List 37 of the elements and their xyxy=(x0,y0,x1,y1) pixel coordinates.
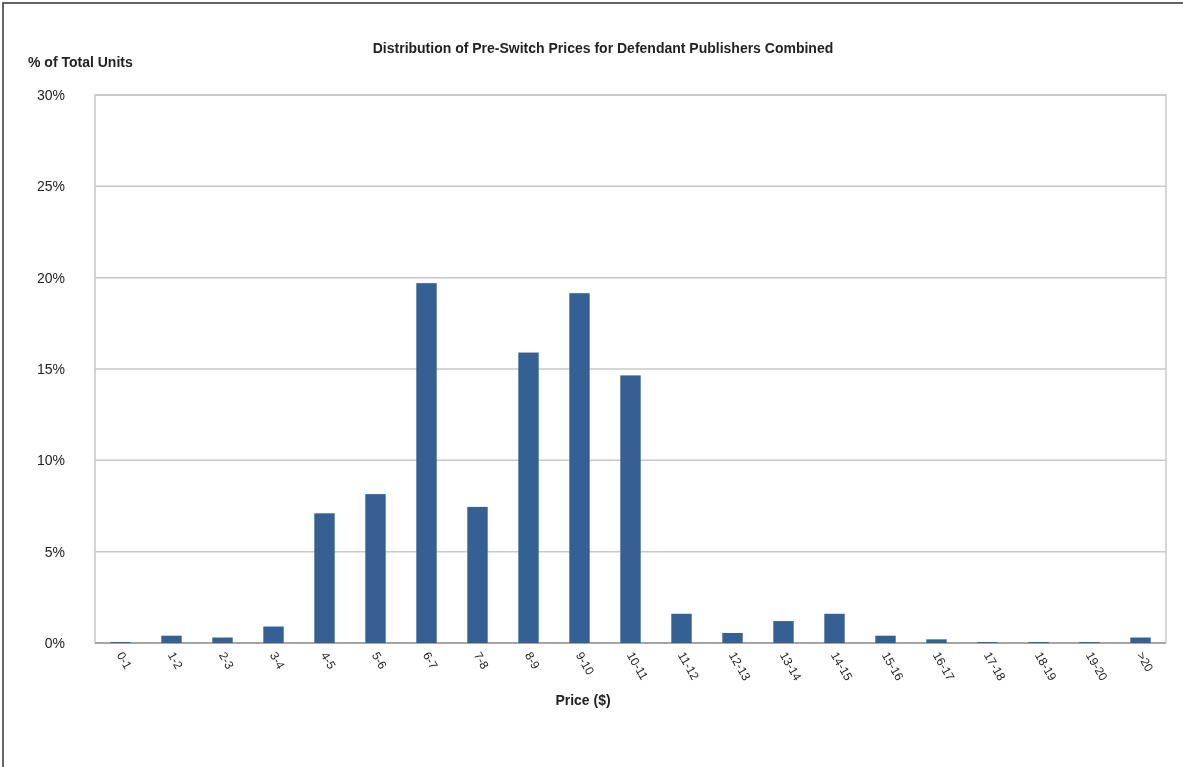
bar xyxy=(671,613,692,643)
y-tick-label: 0% xyxy=(44,634,65,651)
bar xyxy=(263,626,284,643)
x-tick-label: 1-2 xyxy=(164,649,186,672)
y-tick-label: 5% xyxy=(44,543,65,560)
bar xyxy=(467,506,488,643)
bar xyxy=(314,513,335,643)
x-tick-label: 4-5 xyxy=(317,649,339,672)
bar xyxy=(518,352,539,643)
x-tick-label: 6-7 xyxy=(419,649,441,672)
x-tick-label: 0-1 xyxy=(113,649,135,672)
bar xyxy=(620,375,641,643)
bar xyxy=(926,639,947,643)
x-tick-label: 3-4 xyxy=(266,649,288,672)
bar xyxy=(875,635,896,643)
chart-title: Distribution of Pre-Switch Prices for Defendant Publishers Combined xyxy=(372,40,834,56)
y-axis-title: % of Total Units xyxy=(28,54,133,70)
y-tick-label: 10% xyxy=(36,452,65,469)
x-tick-label: 7-8 xyxy=(470,649,492,672)
bar xyxy=(569,293,590,643)
bar xyxy=(722,632,743,643)
bar xyxy=(212,637,233,643)
x-axis-title: Price ($) xyxy=(555,692,611,708)
x-tick-label: 5-6 xyxy=(368,649,390,672)
y-tick-label: 20% xyxy=(36,269,65,286)
y-tick-label: 25% xyxy=(36,178,65,195)
x-tick-label: >20 xyxy=(1133,649,1157,675)
y-tick-label: 15% xyxy=(36,360,65,377)
x-tick-label: 2-3 xyxy=(215,649,237,672)
x-tick-label: 8-9 xyxy=(521,649,543,672)
bar xyxy=(365,494,386,643)
bar xyxy=(161,635,182,643)
bar xyxy=(416,283,437,643)
bar xyxy=(824,613,845,643)
bar xyxy=(773,621,794,643)
bar xyxy=(1130,637,1151,643)
y-tick-label: 30% xyxy=(36,86,65,103)
